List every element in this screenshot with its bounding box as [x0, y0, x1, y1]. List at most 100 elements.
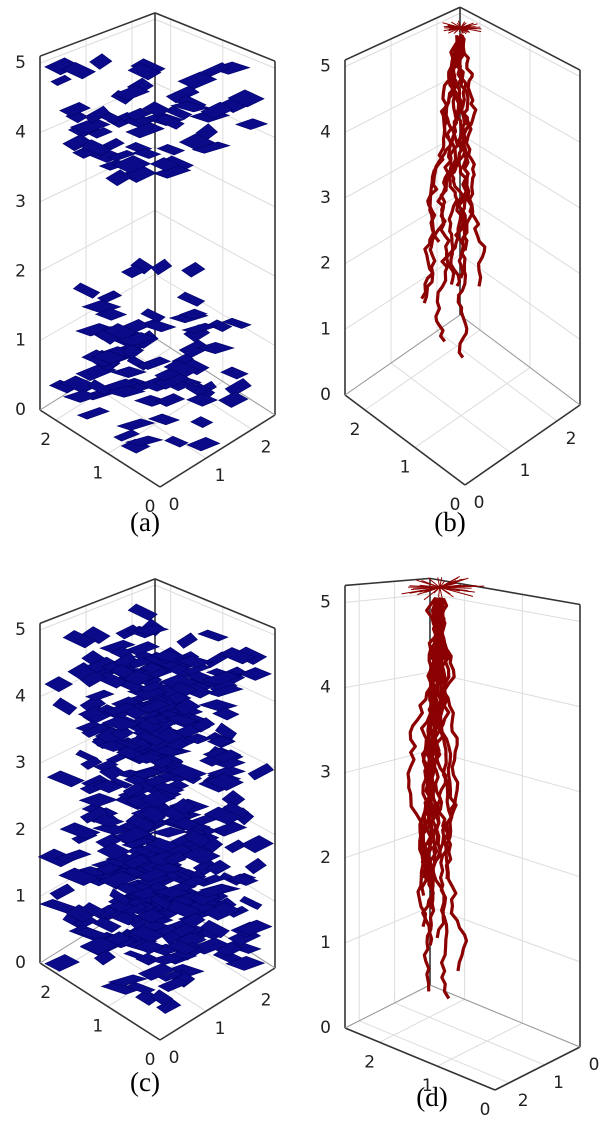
x-tick-label: 0 — [450, 495, 461, 515]
particle — [234, 919, 273, 936]
particle — [227, 89, 265, 108]
branch — [454, 27, 462, 33]
particle — [59, 101, 91, 117]
particle — [103, 702, 138, 716]
y-tick-label: 0 — [589, 1055, 600, 1075]
particle — [151, 886, 192, 898]
axis-edge — [344, 314, 461, 396]
z-tick-label: 3 — [320, 763, 331, 783]
z-tick-label: 5 — [320, 593, 331, 613]
particle — [89, 53, 113, 70]
particle — [199, 919, 230, 939]
grid-line — [429, 828, 581, 878]
y-tick-label: 1 — [215, 466, 226, 486]
z-tick-label: 4 — [15, 123, 26, 143]
branch — [439, 580, 445, 588]
grid-line — [39, 18, 156, 64]
particle — [166, 764, 208, 781]
particle — [174, 655, 214, 668]
axis-edge — [159, 414, 276, 488]
branch — [431, 597, 469, 972]
particle — [44, 676, 74, 693]
particle — [160, 899, 202, 918]
particle — [58, 867, 100, 886]
axis-edge — [494, 1046, 581, 1091]
branch — [448, 35, 476, 279]
particles — [401, 575, 485, 1000]
y-tick-label: 0 — [169, 495, 180, 515]
branch — [438, 587, 441, 597]
x-tick-label: 0 — [480, 1100, 491, 1120]
particle — [130, 752, 166, 764]
branch — [439, 577, 443, 588]
particle — [205, 773, 244, 791]
particle — [201, 902, 242, 921]
particle — [113, 429, 141, 442]
particle — [92, 779, 125, 794]
particle — [186, 393, 219, 407]
particle — [176, 632, 198, 649]
particle — [59, 822, 101, 840]
particle — [128, 925, 166, 943]
branch — [456, 22, 462, 28]
grid-line — [394, 1002, 545, 1066]
y-tick-label: 2 — [261, 437, 272, 457]
axis-edge — [154, 578, 276, 630]
particle — [107, 974, 149, 987]
particle — [110, 366, 148, 378]
axis-edge — [344, 984, 431, 1029]
grid-line — [358, 1020, 510, 1084]
particle — [62, 390, 101, 403]
particle — [125, 981, 156, 995]
particle — [92, 916, 122, 933]
branch — [439, 587, 443, 599]
particle — [149, 157, 181, 172]
branch — [427, 586, 440, 593]
particle — [50, 74, 72, 86]
z-tick-label: 5 — [15, 620, 26, 640]
particle — [54, 849, 92, 863]
axis-edge — [39, 409, 161, 488]
particle — [87, 379, 112, 396]
particle — [121, 343, 143, 359]
particle — [197, 629, 229, 642]
particles — [420, 20, 487, 359]
caption: (a) — [130, 507, 160, 537]
particle — [136, 699, 171, 714]
branch — [443, 26, 461, 29]
grid-line — [379, 998, 465, 1043]
particle — [171, 698, 201, 716]
particle — [155, 697, 177, 717]
axis-edge — [429, 984, 581, 1048]
particle — [139, 662, 164, 674]
particle — [181, 846, 221, 865]
grid-line — [344, 671, 431, 689]
z-tick-label: 3 — [320, 188, 331, 208]
particle — [99, 639, 136, 653]
particle — [78, 793, 119, 808]
particle — [94, 308, 128, 321]
x-tick-label: 1 — [92, 1017, 103, 1037]
grid-line — [459, 73, 581, 143]
particle — [158, 970, 184, 982]
y-tick-label: 2 — [261, 990, 272, 1010]
particle — [150, 989, 174, 1007]
particle — [203, 806, 243, 825]
y-tick-label: 2 — [518, 1091, 529, 1111]
x-tick-label: 1 — [400, 458, 411, 478]
particle — [109, 888, 131, 907]
particle — [191, 717, 216, 733]
particle — [122, 854, 152, 870]
particle — [128, 716, 164, 733]
branch — [453, 35, 469, 251]
particle — [151, 745, 187, 757]
axis-edge — [39, 12, 156, 57]
particle — [80, 902, 107, 918]
particle — [69, 117, 111, 134]
z-tick-label: 5 — [15, 53, 26, 73]
particle — [85, 689, 115, 701]
particle — [190, 416, 214, 429]
